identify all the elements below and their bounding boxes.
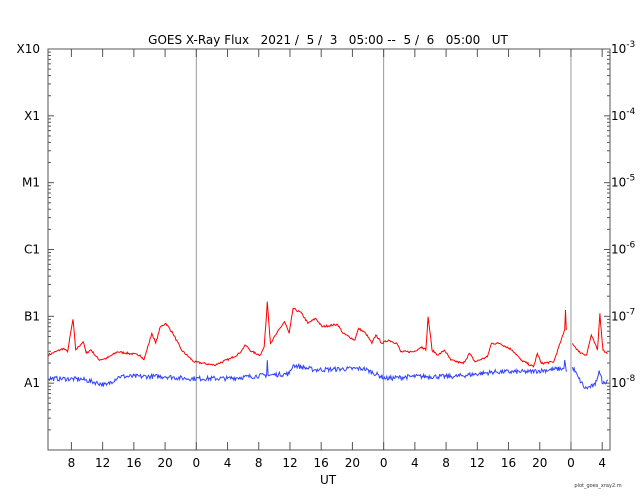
y-tick-base: 10 — [611, 42, 626, 56]
x-tick-label: 16 — [126, 456, 141, 470]
x-tick-label: 8 — [68, 456, 76, 470]
x-tick-label: 12 — [95, 456, 110, 470]
y-tick-power: -8 — [626, 374, 635, 384]
x-tick-label: 12 — [470, 456, 485, 470]
x-tick-label: 0 — [192, 456, 200, 470]
y-tick-label-right: 10-8 — [611, 374, 636, 390]
grid — [195, 49, 572, 450]
chart-title: GOES X-Ray Flux 2021 / 5 / 3 05:00 -- 5 … — [148, 33, 508, 47]
x-tick-label: 4 — [224, 456, 232, 470]
y-tick-label-left: X10 — [17, 42, 41, 56]
series-group — [47, 301, 609, 390]
y-tick-base: 10 — [611, 109, 626, 123]
series-line-long — [47, 301, 608, 368]
series-line-short — [47, 360, 609, 390]
y-tick-label-left: M1 — [22, 176, 40, 190]
x-tick-label: 20 — [532, 456, 547, 470]
y-tick-label-right: 10-3 — [611, 40, 635, 56]
x-tick-label: 16 — [501, 456, 516, 470]
y-tick-label-right: 10-7 — [611, 307, 635, 323]
x-tick-label: 0 — [567, 456, 575, 470]
y-tick-power: -5 — [626, 174, 635, 184]
y-tick-power: -6 — [626, 241, 635, 251]
x-tick-label: 8 — [442, 456, 450, 470]
y-tick-label-left: A1 — [24, 376, 40, 390]
y-tick-label-left: X1 — [24, 109, 40, 123]
footer-script-name: plot_goes_xray2.m — [574, 483, 621, 489]
x-tick-label: 20 — [345, 456, 360, 470]
x-tick-label: 12 — [282, 456, 297, 470]
y-tick-base: 10 — [611, 309, 626, 323]
y-tick-base: 10 — [611, 176, 626, 190]
x-tick-label: 4 — [411, 456, 419, 470]
y-tick-base: 10 — [611, 376, 626, 390]
x-tick-label: 20 — [157, 456, 172, 470]
y-tick-power: -3 — [626, 40, 635, 50]
x-tick-label: 8 — [255, 456, 263, 470]
x-axis-label: UT — [320, 473, 337, 487]
y-tick-label-left: B1 — [24, 309, 40, 323]
x-tick-label: 0 — [380, 456, 388, 470]
x-tick-label: 16 — [314, 456, 329, 470]
y-tick-label-left: C1 — [24, 243, 40, 257]
plot-frame — [47, 48, 611, 451]
y-tick-label-right: 10-6 — [611, 241, 636, 257]
y-tick-label-right: 10-4 — [611, 107, 636, 123]
x-tick-label: 4 — [598, 456, 606, 470]
y-tick-power: -4 — [626, 107, 635, 117]
y-tick-base: 10 — [611, 243, 626, 257]
y-tick-power: -7 — [626, 307, 635, 317]
y-tick-label-right: 10-5 — [611, 174, 635, 190]
